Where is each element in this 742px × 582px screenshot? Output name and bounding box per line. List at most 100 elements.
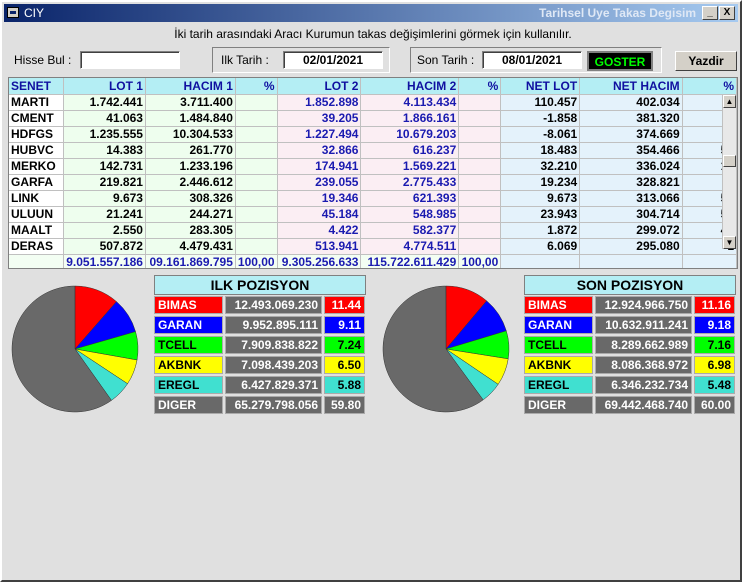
pozisyon-value: 12.493.069.230 [225, 296, 322, 314]
grid-header-8[interactable]: NET HACIM [579, 78, 683, 95]
takas-grid[interactable]: SENET LOT 1 HACIM 1% LOT 2 HACIM 2% NET LOT NE… [8, 77, 738, 269]
table-row[interactable]: DERAS 507.872 4.479.431 513.941 4.774.511 6.0… [9, 238, 737, 255]
grid-header-row: SENET LOT 1 HACIM 1% LOT 2 HACIM 2% NET LOT NE… [9, 78, 737, 95]
total-cell: 09.161.869.795 [145, 254, 236, 268]
table-row[interactable]: HUBVC 14.383 261.770 32.866 616.237 18.483 354… [9, 142, 737, 159]
yazdir-button[interactable]: Yazdir [675, 51, 737, 71]
table-cell: 548.985 [360, 206, 460, 223]
senet-cell: MARTI [9, 94, 65, 111]
totals-row: 9.051.557.186 09.161.869.795 100,00 9.305.2… [9, 254, 737, 268]
pozisyon-pct: 11.16 [694, 296, 735, 314]
table-row[interactable]: HDFGS 1.235.555 10.304.533 1.227.494 10.679.… [9, 126, 737, 143]
goster-button[interactable]: GOSTER [587, 51, 653, 71]
table-cell: 32.210 [500, 158, 581, 175]
pozisyon-value: 9.952.895.111 [225, 316, 322, 334]
senet-cell: MERKO [9, 158, 65, 175]
table-row[interactable]: CMENT 41.063 1.484.840 39.205 1.866.161 -1.85… [9, 110, 737, 127]
pozisyon-row: AKBNK 8.086.368.972 6.98 [524, 356, 736, 374]
table-cell [235, 238, 278, 255]
table-cell [458, 206, 502, 223]
table-cell [235, 174, 278, 191]
table-cell [458, 222, 502, 239]
grid-scrollbar[interactable]: ▲ ▼ [722, 95, 736, 249]
table-cell: 142.731 [63, 158, 146, 175]
table-cell [458, 174, 502, 191]
table-cell: 1.233.196 [145, 158, 236, 175]
table-cell: 174.941 [277, 158, 362, 175]
table-cell: 45.184 [277, 206, 362, 223]
ilk-tarih-input[interactable]: 02/01/2021 [283, 51, 383, 69]
table-cell: 1.484.840 [145, 110, 236, 127]
grid-header-0[interactable]: SENET [9, 78, 65, 95]
table-cell: 19.234 [500, 174, 581, 191]
table-row[interactable]: LINK 9.673 308.326 19.346 621.393 9.673 313.06… [9, 190, 737, 207]
grid-header-4[interactable]: LOT 2 [277, 78, 362, 95]
pozisyon-name: AKBNK [524, 356, 593, 374]
pie-slice-diger [382, 285, 484, 413]
table-cell: 313.066 [579, 190, 683, 207]
table-cell [458, 110, 502, 127]
table-cell: 21.241 [63, 206, 146, 223]
pozisyon-row: EREGL 6.346.232.734 5.48 [524, 376, 736, 394]
table-cell: 299.072 [579, 222, 683, 239]
pozisyon-row: DIGER 69.442.468.740 60.00 [524, 396, 736, 414]
table-cell: 2.775.433 [360, 174, 460, 191]
table-row[interactable]: GARFA 219.821 2.446.612 239.055 2.775.433 19.… [9, 174, 737, 191]
scroll-down-arrow-icon[interactable]: ▼ [723, 236, 736, 249]
pozisyon-row: TCELL 7.909.838.822 7.24 [154, 336, 366, 354]
grid-header-9[interactable]: % [682, 78, 737, 95]
takas-table: SENET LOT 1 HACIM 1% LOT 2 HACIM 2% NET LOT NE… [9, 78, 737, 268]
scroll-up-arrow-icon[interactable]: ▲ [723, 95, 736, 108]
pozisyon-value: 6.427.829.371 [225, 376, 322, 394]
pozisyon-row: AKBNK 7.098.439.203 6.50 [154, 356, 366, 374]
grid-header-1[interactable]: LOT 1 [63, 78, 146, 95]
close-button[interactable]: X [719, 6, 735, 20]
pozisyon-name: AKBNK [154, 356, 223, 374]
table-cell: 23.943 [500, 206, 581, 223]
table-cell: 41.063 [63, 110, 146, 127]
grid-header-5[interactable]: HACIM 2 [360, 78, 460, 95]
table-row[interactable]: MAALT 2.550 283.305 4.422 582.377 1.872 299.07… [9, 222, 737, 239]
table-cell: 283.305 [145, 222, 236, 239]
table-cell: 354.466 [579, 142, 683, 159]
ilk-pozisyon-title: ILK POZISYON [154, 275, 366, 295]
son-tarih-input[interactable]: 08/01/2021 [482, 51, 582, 69]
pozisyon-row: GARAN 9.952.895.111 9.11 [154, 316, 366, 334]
pozisyon-name: DIGER [154, 396, 223, 414]
table-cell: 219.821 [63, 174, 146, 191]
table-cell [235, 158, 278, 175]
minimize-button[interactable]: _ [702, 6, 718, 20]
pozisyon-pct: 7.24 [324, 336, 365, 354]
senet-cell: LINK [9, 190, 65, 207]
title-bar[interactable]: CIY Tarihsel Uye Takas Degisim _ X [4, 4, 738, 22]
table-cell: 10.304.533 [145, 126, 236, 143]
grid-header-3[interactable]: % [235, 78, 278, 95]
pozisyon-value: 12.924.966.750 [595, 296, 692, 314]
table-cell: 616.237 [360, 142, 460, 159]
total-cell [500, 254, 581, 268]
hisse-bul-input[interactable] [80, 51, 180, 69]
grid-header-2[interactable]: HACIM 1 [145, 78, 236, 95]
table-cell: 239.055 [277, 174, 362, 191]
ilk-tarih-group [212, 47, 390, 73]
table-cell: 381.320 [579, 110, 683, 127]
table-row[interactable]: MARTI 1.742.441 3.711.400 1.852.898 4.113.43… [9, 94, 737, 111]
table-cell: 374.669 [579, 126, 683, 143]
grid-header-6[interactable]: % [458, 78, 502, 95]
table-cell: 1.866.161 [360, 110, 460, 127]
table-cell: 507.872 [63, 238, 146, 255]
pozisyon-name: GARAN [154, 316, 223, 334]
grid-header-7[interactable]: NET LOT [500, 78, 581, 95]
table-cell: 4.422 [277, 222, 362, 239]
scroll-thumb[interactable] [723, 155, 736, 167]
senet-cell: DERAS [9, 238, 65, 255]
table-cell: 2.446.612 [145, 174, 236, 191]
table-cell: 513.941 [277, 238, 362, 255]
table-cell: 4.479.431 [145, 238, 236, 255]
table-cell [235, 94, 278, 111]
pozisyon-name: BIMAS [154, 296, 223, 314]
table-row[interactable]: ULUUN 21.241 244.271 45.184 548.985 23.943 304… [9, 206, 737, 223]
table-cell: 110.457 [500, 94, 581, 111]
table-cell: 39.205 [277, 110, 362, 127]
table-row[interactable]: MERKO 142.731 1.233.196 174.941 1.569.221 32.… [9, 158, 737, 175]
